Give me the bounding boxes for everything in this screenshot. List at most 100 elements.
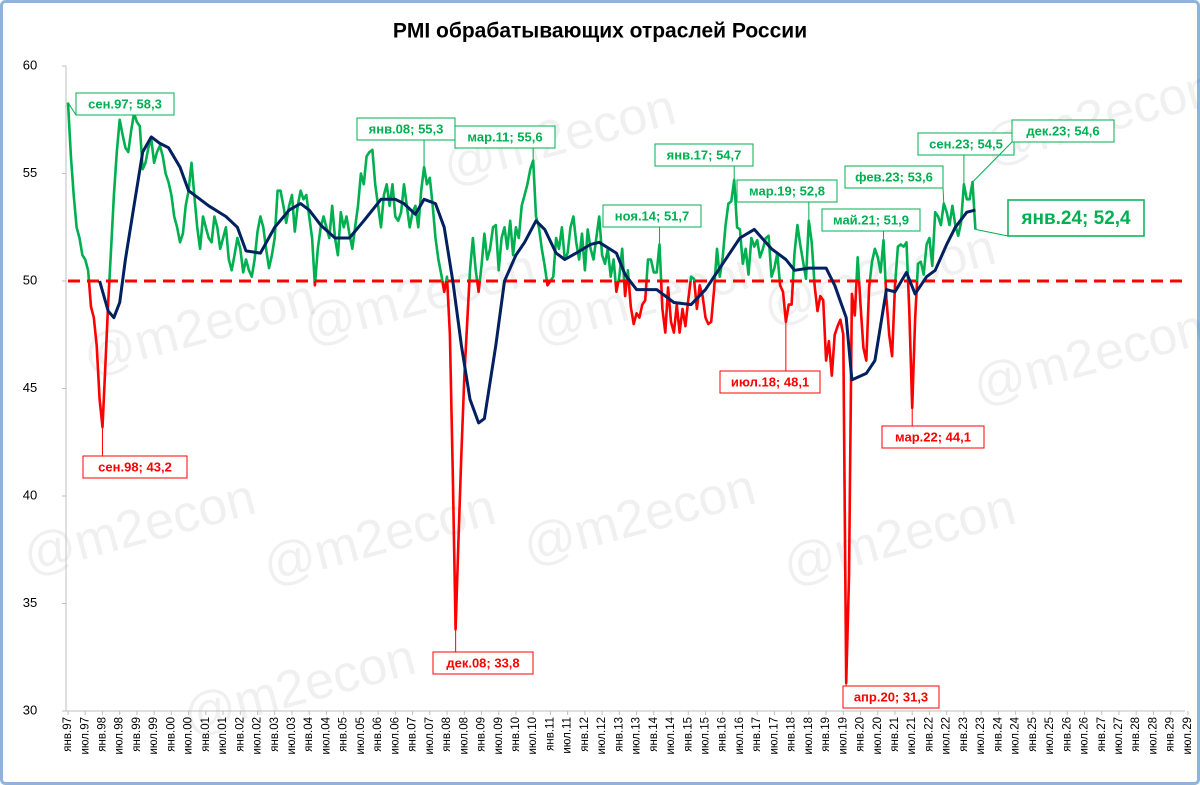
x-tick-label: янв.16 <box>717 717 729 752</box>
annotation-box <box>432 651 534 675</box>
annotation-leader <box>67 102 77 116</box>
x-tick-label: янв.09 <box>476 717 488 752</box>
annotation-label: дек.23; 54,6 <box>1026 123 1099 138</box>
x-tick-label: янв.18 <box>786 717 798 752</box>
x-tick-label: июл.10 <box>527 717 539 755</box>
x-tick-label: июл.08 <box>458 717 470 755</box>
x-tick-label: янв.07 <box>407 717 419 752</box>
x-tick-label: июл.97 <box>79 717 91 755</box>
y-tick-label: 60 <box>23 57 37 72</box>
annotation-label: дек.08; 33,8 <box>446 655 519 670</box>
x-tick-label: янв.98 <box>96 717 108 752</box>
y-tick-label: 50 <box>23 272 37 287</box>
chart-title: PMI обрабатывающих отраслей России <box>393 20 807 43</box>
x-tick-label: июл.99 <box>148 717 160 755</box>
annotation-label: апр.20; 31,3 <box>854 689 928 704</box>
x-tick-label: янв.22 <box>923 717 935 752</box>
annotation-box <box>821 208 921 232</box>
line-above <box>66 102 977 281</box>
x-tick-label: янв.03 <box>269 717 281 752</box>
x-tick-label: июл.20 <box>872 717 884 755</box>
annotation-box <box>842 685 940 709</box>
annotation-label: мар.11; 55,6 <box>467 129 542 144</box>
annotation-label: фев.23; 53,6 <box>855 169 933 184</box>
annotation-box <box>844 165 944 189</box>
x-tick-label: июл.13 <box>631 717 643 755</box>
x-tick-label: июл.15 <box>699 717 711 755</box>
line-below <box>87 281 919 685</box>
x-tick-label: июл.23 <box>975 717 987 755</box>
annotation-box <box>881 425 985 449</box>
x-tick-label: янв.21 <box>889 717 901 752</box>
x-tick-label: янв.08 <box>441 717 453 752</box>
x-tick-label: янв.24 <box>992 716 1004 751</box>
annotation-label: мар.19; 52,8 <box>749 183 825 198</box>
x-tick-label: июл.26 <box>1079 717 1091 755</box>
x-tick-label: июл.04 <box>320 716 332 754</box>
y-tick-label: 35 <box>23 595 37 610</box>
annotation-box <box>75 92 175 116</box>
x-tick-label: янв.28 <box>1130 717 1142 752</box>
x-tick-label: июл.02 <box>252 717 264 755</box>
annotation-label: ноя.14; 51,7 <box>615 208 690 223</box>
x-tick-label: июл.28 <box>1147 717 1159 755</box>
x-tick-label: янв.06 <box>372 717 384 752</box>
x-tick-label: июл.03 <box>286 717 298 755</box>
x-tick-label: янв.99 <box>131 717 143 752</box>
x-tick-label: янв.14 <box>648 716 660 751</box>
x-tick-label: июл.07 <box>424 717 436 755</box>
x-tick-label: янв.02 <box>234 717 246 752</box>
x-tick-label: июл.19 <box>837 717 849 755</box>
x-tick-label: июл.14 <box>665 716 677 754</box>
x-tick-label: июл.06 <box>389 717 401 755</box>
annotation-box <box>654 143 754 167</box>
x-tick-label: янв.15 <box>682 717 694 752</box>
y-tick-label: 45 <box>23 380 37 395</box>
x-tick-label: янв.97 <box>62 717 74 752</box>
annotation-label: сен.23; 54,5 <box>929 136 1003 151</box>
x-tick-label: июл.01 <box>217 717 229 755</box>
annotation-leader <box>942 187 945 204</box>
annotation-box <box>454 125 556 149</box>
x-tick-label: июл.00 <box>183 717 195 755</box>
x-tick-label: янв.17 <box>751 717 763 752</box>
y-tick-label: 55 <box>23 165 37 180</box>
annotation-label: мар.22; 44,1 <box>895 429 971 444</box>
x-tick-label: июл.25 <box>1044 717 1056 755</box>
x-tick-label: июл.17 <box>768 717 780 755</box>
annotation-label: сен.97; 58,3 <box>88 96 162 111</box>
x-tick-label: июл.24 <box>1010 716 1022 754</box>
x-tick-label: янв.23 <box>958 717 970 752</box>
annotation-label: сен.98; 43,2 <box>98 459 172 474</box>
x-tick-label: июл.29 <box>1182 717 1194 755</box>
x-tick-label: янв.20 <box>855 717 867 752</box>
annotation-box <box>917 132 1015 156</box>
x-tick-label: янв.05 <box>338 717 350 752</box>
x-tick-label: янв.10 <box>510 717 522 752</box>
x-tick-label: янв.19 <box>820 717 832 752</box>
x-tick-label: янв.11 <box>544 717 556 751</box>
x-tick-label: июл.21 <box>906 717 918 755</box>
annotation-box <box>1011 119 1115 143</box>
annotation-leader <box>975 228 1009 237</box>
annotation-box <box>602 204 702 228</box>
annotation-label: июл.18; 48,1 <box>731 374 809 389</box>
x-tick-label: янв.27 <box>1096 717 1108 752</box>
x-tick-label: янв.12 <box>579 717 591 752</box>
x-tick-label: июл.22 <box>941 717 953 755</box>
annotation-box <box>736 179 838 203</box>
annotation-label: янв.17; 54,7 <box>667 147 742 162</box>
x-tick-label: июл.16 <box>734 717 746 755</box>
annotation-label: май.21; 51,9 <box>833 212 909 227</box>
y-tick-label: 30 <box>23 702 37 717</box>
x-tick-label: янв.01 <box>200 717 212 752</box>
x-tick-label: янв.25 <box>1027 717 1039 752</box>
x-tick-label: янв.04 <box>303 716 315 751</box>
x-tick-label: июл.98 <box>114 717 126 755</box>
annotation-label: янв.08; 55,3 <box>369 121 444 136</box>
x-tick-label: янв.00 <box>165 717 177 752</box>
x-tick-label: янв.29 <box>1165 717 1177 752</box>
x-tick-label: июл.11 <box>562 717 574 754</box>
